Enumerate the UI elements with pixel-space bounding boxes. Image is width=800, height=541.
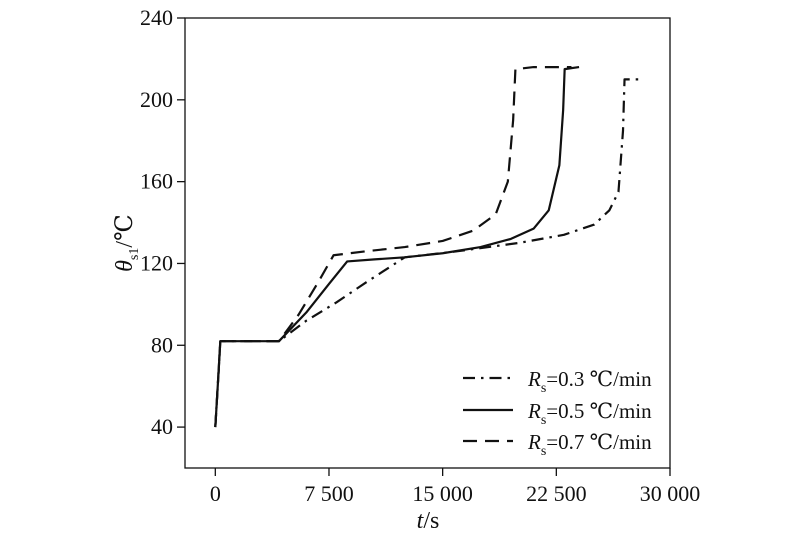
legend-label-value: =0.5 ℃/min [546,399,652,423]
x-tick-label: 22 500 [526,481,587,506]
x-tick-label: 15 000 [412,481,473,506]
y-axis-title: θs1/℃ [112,214,142,272]
x-tick-label: 0 [210,481,221,506]
legend-label-symbol: R [527,399,541,423]
series-line-3 [214,65,572,428]
legend-label-value: =0.3 ℃/min [546,367,652,391]
x-tick-label: 7 500 [304,481,354,506]
legend-label-symbol: R [527,367,541,391]
legend-label-2: Rs=0.5 ℃/min [527,399,652,428]
y-axis-title-subscript: s1 [127,248,142,260]
x-axis-title-unit: /s [423,508,439,534]
y-tick-label: 120 [140,250,173,275]
y-tick-label: 160 [140,169,173,194]
legend-label-subscript: s [541,381,546,396]
y-tick-label: 40 [151,414,173,439]
x-axis-ticks: 0 7 500 15 000 22 500 30 000 [210,468,700,506]
y-tick-label: 200 [140,87,173,112]
plot-frame [184,17,671,469]
legend-label-3: Rs=0.7 ℃/min [527,430,652,459]
legend-label-subscript: s [541,444,546,459]
legend-label-symbol: R [527,430,541,454]
x-tick-label: 30 000 [640,481,701,506]
legend-label-1: Rs=0.3 ℃/min [527,367,652,396]
x-axis-title: t/s [417,508,440,534]
x-axis-title-symbol: t [417,508,425,534]
y-axis-title-symbol: θ [112,260,138,272]
legend-label-subscript: s [541,413,546,428]
y-tick-label: 240 [140,5,173,30]
series-layer [214,65,642,428]
y-tick-label: 80 [151,332,173,357]
legend-label-value: =0.7 ℃/min [546,430,652,454]
y-axis-title-unit: /℃ [112,214,138,248]
y-axis-ticks: 40 80 120 160 200 240 [140,5,185,439]
